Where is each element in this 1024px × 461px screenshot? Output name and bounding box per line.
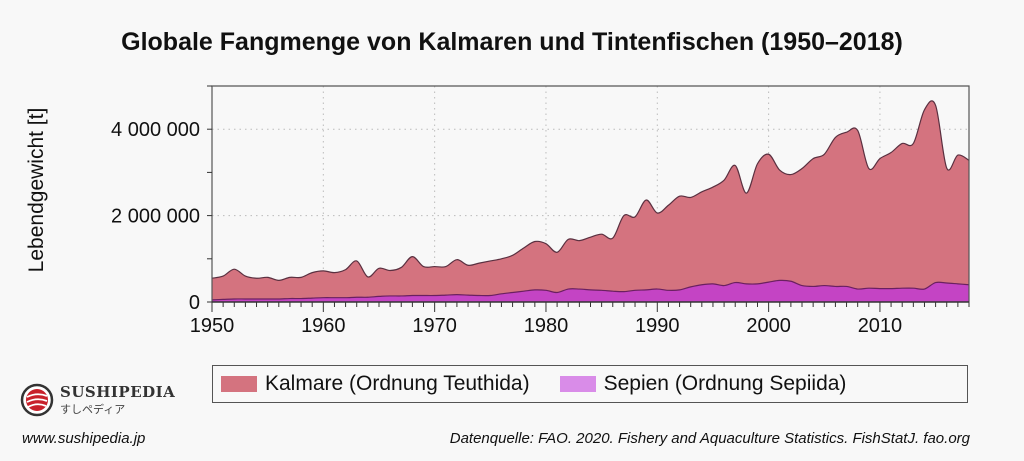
sushipedia-logo[interactable]: SUSHIPEDIA すしペディア bbox=[20, 383, 175, 417]
line-sepien bbox=[211, 279, 970, 301]
legend-swatch-sepien bbox=[559, 376, 596, 392]
x-tick-label: 2000 bbox=[746, 315, 791, 337]
line-kalmare bbox=[211, 100, 970, 282]
website-link[interactable]: www.sushipedia.jp bbox=[22, 430, 146, 447]
legend-label-sepien: Sepien (Ordnung Sepiida) bbox=[603, 372, 847, 395]
legend-label-kalmare: Kalmare (Ordnung Teuthida) bbox=[265, 372, 530, 395]
sushi-logo-icon bbox=[20, 383, 54, 417]
x-tick-label: 2010 bbox=[858, 315, 903, 337]
x-tick-label: 1990 bbox=[635, 315, 680, 337]
legend-swatch-kalmare bbox=[221, 376, 257, 392]
chart-title: Globale Fangmenge von Kalmaren und Tinte… bbox=[121, 28, 903, 56]
legend-item-sepien: Sepien (Ordnung Sepiida) bbox=[559, 372, 847, 396]
data-source: Datenquelle: FAO. 2020. Fishery and Aqua… bbox=[449, 430, 970, 447]
logo-name: SUSHIPEDIA bbox=[60, 383, 176, 401]
legend: Kalmare (Ordnung Teuthida) Sepien (Ordnu… bbox=[212, 365, 968, 403]
x-tick-label: 1960 bbox=[301, 315, 346, 337]
x-tick-label: 1950 bbox=[190, 315, 235, 337]
area-sepien bbox=[212, 280, 969, 302]
area-kalmare bbox=[212, 100, 969, 300]
x-tick-label: 1980 bbox=[524, 315, 569, 337]
y-tick-label: 2 000 000 bbox=[111, 206, 200, 228]
legend-item-kalmare: Kalmare (Ordnung Teuthida) bbox=[221, 372, 530, 396]
x-tick-label: 1970 bbox=[412, 315, 457, 337]
y-tick-label: 4 000 000 bbox=[111, 119, 200, 141]
y-tick-label: 0 bbox=[189, 292, 200, 314]
plot-frame bbox=[211, 85, 970, 302]
logo-subtitle: すしペディア bbox=[60, 404, 126, 416]
